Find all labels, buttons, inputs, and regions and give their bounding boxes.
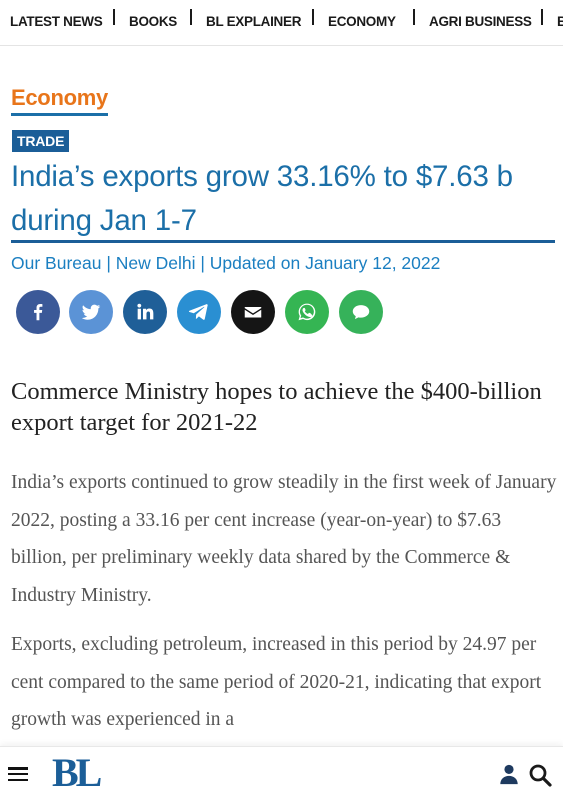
email-share-button[interactable] [231, 290, 275, 334]
whatsapp-icon [298, 303, 316, 321]
nav-more[interactable]: B [557, 14, 563, 29]
article-paragraph: Exports, excluding petroleum, increased … [11, 634, 542, 730]
article-subheading: Commerce Ministry hopes to achieve the $… [11, 378, 542, 436]
nav-bl-explainer[interactable]: BL EXPLAINER [206, 14, 302, 29]
bottom-bar: BL [0, 746, 563, 790]
telegram-share-button[interactable] [177, 290, 221, 334]
nav-latest-news[interactable]: LATEST NEWS [10, 14, 103, 29]
site-logo[interactable]: BL [52, 750, 102, 790]
email-icon [244, 306, 262, 318]
facebook-icon [34, 304, 43, 321]
user-icon[interactable] [498, 763, 520, 785]
section-label[interactable]: Economy [11, 85, 108, 116]
article-byline: Our Bureau | New Delhi | Updated on Janu… [11, 253, 441, 273]
top-nav: LATEST NEWS BOOKS BL EXPLAINER ECONOMY A… [0, 0, 563, 46]
nav-separator [113, 9, 115, 25]
nav-separator [413, 9, 415, 25]
nav-economy[interactable]: ECONOMY [328, 14, 396, 29]
headline-divider [11, 240, 555, 243]
nav-separator [190, 9, 192, 25]
search-icon[interactable] [528, 763, 552, 787]
twitter-share-button[interactable] [69, 290, 113, 334]
facebook-share-button[interactable] [16, 290, 60, 334]
telegram-icon [188, 304, 208, 320]
comment-share-button[interactable] [339, 290, 383, 334]
nav-books[interactable]: BOOKS [129, 14, 178, 29]
linkedin-share-button[interactable] [123, 290, 167, 334]
nav-separator [312, 9, 314, 25]
whatsapp-share-button[interactable] [285, 290, 329, 334]
twitter-icon [81, 304, 101, 320]
tag-badge[interactable]: TRADE [12, 130, 70, 152]
nav-agri-business[interactable]: AGRI BUSINESS [429, 14, 532, 29]
linkedin-icon [137, 303, 154, 320]
comment-icon [352, 305, 370, 320]
nav-separator [541, 9, 543, 25]
article-paragraph: India’s exports continued to grow steadi… [11, 472, 557, 606]
article-headline: India’s exports grow 33.16% to $7.63 b d… [11, 160, 513, 237]
menu-icon[interactable] [8, 767, 28, 782]
